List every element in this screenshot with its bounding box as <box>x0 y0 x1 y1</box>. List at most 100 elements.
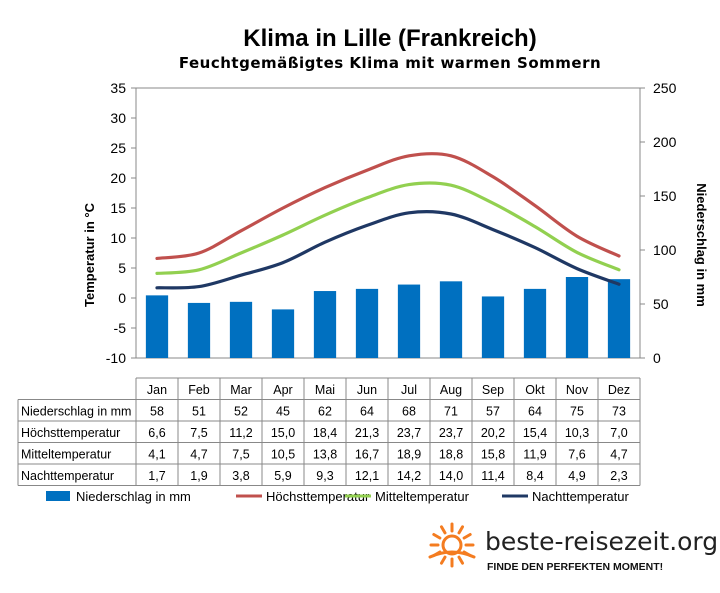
precipitation-bar <box>481 296 505 358</box>
data-table: Jan Feb Mar Apr Mai Jun Jul Aug Sep Okt Nov Dez Nied… <box>17 377 641 486</box>
table-cell: 57 <box>486 404 500 418</box>
month-label: Mar <box>230 383 252 397</box>
left-tick-label: 10 <box>110 230 126 246</box>
table-cell: 45 <box>276 404 290 418</box>
table-cell: 18,4 <box>313 426 337 440</box>
table-row-label: Mitteltemperatur <box>21 447 111 461</box>
table-cell: 21,3 <box>355 426 379 440</box>
sun-disc <box>441 534 463 556</box>
table-cell: 71 <box>444 404 458 418</box>
table-row-label: Niederschlag in mm <box>21 404 131 418</box>
right-axis-title: Niederschlag in mm <box>694 183 709 307</box>
sun-ray <box>440 555 447 565</box>
month-label: Dez <box>608 383 630 397</box>
legend-swatch-bar <box>46 491 70 501</box>
left-axis-title: Temperatur in °C <box>82 202 97 307</box>
legend-label: Mitteltemperatur <box>375 489 470 504</box>
table-cell: 62 <box>318 404 332 418</box>
table-cell: 12,1 <box>355 469 379 483</box>
sun-horizon <box>428 550 476 559</box>
chart-subtitle: Feuchtgemäßigtes Klima mit warmen Sommer… <box>179 54 601 72</box>
precipitation-bar <box>439 281 463 358</box>
month-label: Sep <box>482 383 504 397</box>
table-row-label: Nachttemperatur <box>21 469 114 483</box>
precipitation-bar <box>271 309 295 358</box>
table-cell: 18,8 <box>439 447 463 461</box>
left-tick-label: 35 <box>110 80 126 96</box>
branding: beste-reisezeit.org FINDE DEN PERFEKTEN … <box>428 522 718 573</box>
right-tick-label: 150 <box>653 188 677 204</box>
table-cell: 10,5 <box>271 447 295 461</box>
right-tick-label: 0 <box>653 350 661 366</box>
precipitation-bar <box>355 288 379 358</box>
mean-temperature-line <box>155 181 621 275</box>
chart-title: Klima in Lille (Frankreich) <box>243 25 536 52</box>
table-cell: 4,9 <box>568 469 585 483</box>
month-label: Jul <box>401 383 417 397</box>
month-label: Nov <box>566 383 589 397</box>
sun-ray <box>432 533 442 540</box>
right-tick-label: 250 <box>653 80 677 96</box>
precipitation-bar <box>313 291 337 358</box>
table-cell: 58 <box>150 404 164 418</box>
right-axis-ticks: 250 200 150 100 50 0 <box>640 80 677 366</box>
brand-tagline: FINDE DEN PERFEKTEN MOMENT! <box>487 561 663 573</box>
table-cell: 4,7 <box>610 447 627 461</box>
legend-label: Höchsttemperatur <box>266 489 370 504</box>
table-cell: 1,9 <box>190 469 207 483</box>
precipitation-bar <box>565 277 589 358</box>
left-tick-label: 20 <box>110 170 126 186</box>
table-cell: 75 <box>570 404 584 418</box>
sun-ray <box>457 555 464 565</box>
sun-icon <box>428 522 476 568</box>
left-tick-label: -10 <box>106 350 126 366</box>
month-label: Aug <box>440 383 462 397</box>
table-cell: 7,0 <box>610 426 627 440</box>
table-cell: 6,6 <box>148 426 165 440</box>
table-cell: 9,3 <box>316 469 333 483</box>
precipitation-bar <box>187 302 211 358</box>
table-cell: 15,8 <box>481 447 505 461</box>
table-cell: 51 <box>192 404 206 418</box>
sun-ray <box>440 525 447 535</box>
legend-label: Niederschlag in mm <box>76 489 191 504</box>
left-tick-label: 5 <box>118 260 126 276</box>
left-axis-ticks: 35 30 25 20 15 10 5 0 -5 -10 <box>106 80 136 366</box>
precipitation-bars <box>145 277 631 358</box>
month-label: Jan <box>147 383 167 397</box>
right-tick-label: 50 <box>653 296 669 312</box>
month-label: Apr <box>273 383 292 397</box>
table-cell: 64 <box>528 404 542 418</box>
table-cell: 5,9 <box>274 469 291 483</box>
precipitation-bar <box>145 295 169 358</box>
sun-ray <box>462 533 472 540</box>
plot-border <box>135 87 641 359</box>
table-cell: 14,0 <box>439 469 463 483</box>
table-cell: 52 <box>234 404 248 418</box>
table-cell: 20,2 <box>481 426 505 440</box>
table-cell: 14,2 <box>397 469 421 483</box>
table-cell: 15,0 <box>271 426 295 440</box>
table-cell: 2,3 <box>610 469 627 483</box>
left-tick-label: 0 <box>118 290 126 306</box>
precipitation-bar <box>607 279 631 358</box>
chart-legend: Niederschlag in mm Höchsttemperatur Mittel… <box>46 489 629 504</box>
month-label: Feb <box>188 383 210 397</box>
month-label: Mai <box>315 383 335 397</box>
table-cell: 10,3 <box>565 426 589 440</box>
left-tick-label: 15 <box>110 200 126 216</box>
right-tick-label: 200 <box>653 134 677 150</box>
table-cell: 4,7 <box>190 447 207 461</box>
table-cell: 68 <box>402 404 416 418</box>
table-cell: 23,7 <box>439 426 463 440</box>
table-cell: 11,2 <box>229 426 252 440</box>
max-temperature-line <box>155 151 621 260</box>
table-cell: 1,7 <box>148 469 165 483</box>
table-cell: 13,8 <box>313 447 337 461</box>
temperature-lines <box>155 151 621 290</box>
left-tick-label: 25 <box>110 140 126 156</box>
precipitation-bar <box>229 301 253 358</box>
night-temperature-line <box>155 210 621 290</box>
